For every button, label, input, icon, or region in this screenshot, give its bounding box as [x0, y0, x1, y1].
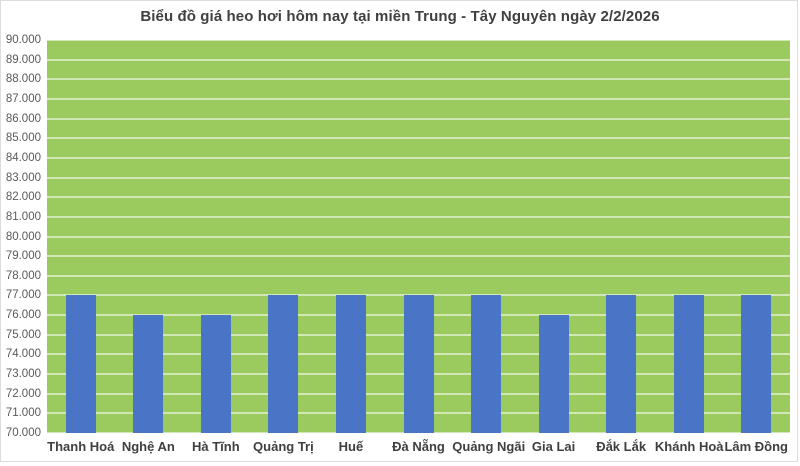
x-category-label: Đắk Lắk — [596, 439, 647, 454]
x-category-label: Gia Lai — [531, 439, 576, 454]
y-tick-label: 85.000 — [5, 132, 41, 145]
y-tick-label: 72.000 — [5, 387, 41, 400]
bar-Hà Tĩnh — [200, 315, 231, 433]
gridline — [47, 432, 790, 434]
y-tick-label: 71.000 — [5, 407, 41, 420]
bar-Đắk Lắk — [606, 295, 637, 433]
bar-Khánh Hoà — [673, 295, 704, 433]
gridline — [47, 137, 790, 140]
y-tick-label: 79.000 — [5, 250, 41, 263]
gridline — [47, 235, 790, 238]
bar-Quảng Trị — [268, 295, 299, 433]
x-axis: Thanh Hoá Nghệ An Hà Tĩnh Quảng Trị Huế Đà Nẵ… — [47, 439, 790, 459]
gridline — [47, 215, 790, 218]
x-category-label: Lâm Đồng — [724, 439, 788, 454]
y-axis: 90.000 89.000 88.000 87.000 86.000 85.000 84.0… — [0, 34, 41, 439]
y-tick-label: 73.000 — [5, 368, 41, 381]
y-tick-label: 90.000 — [5, 34, 41, 46]
gridline — [47, 39, 790, 41]
x-category-label: Hà Tĩnh — [192, 439, 240, 454]
gridline — [47, 176, 790, 179]
x-category-label: Khánh Hoà — [654, 439, 724, 454]
gridline — [47, 294, 790, 297]
y-tick-label: 77.000 — [5, 289, 41, 302]
bar-Đà Nẵng — [403, 295, 434, 433]
y-tick-label: 75.000 — [5, 328, 41, 341]
gridline — [47, 255, 790, 258]
y-tick-label: 89.000 — [5, 53, 41, 66]
bar-Quảng Ngãi — [471, 295, 502, 433]
bar-Nghệ An — [133, 315, 164, 433]
gridline — [47, 196, 790, 199]
y-tick-label: 87.000 — [5, 92, 41, 105]
x-category-label: Quảng Trị — [253, 439, 314, 454]
gridline — [47, 58, 790, 61]
y-tick-label: 70.000 — [5, 427, 41, 439]
gridline — [47, 78, 790, 81]
gridline — [47, 274, 790, 277]
y-tick-label: 84.000 — [5, 151, 41, 164]
y-tick-label: 78.000 — [5, 269, 41, 282]
y-tick-label: 82.000 — [5, 191, 41, 204]
x-category-label: Đà Nẵng — [392, 439, 445, 454]
bar-Huế — [335, 295, 366, 433]
gridline — [47, 97, 790, 100]
x-category-label: Huế — [338, 439, 364, 454]
bar-Thanh Hoá — [65, 295, 96, 433]
y-tick-label: 74.000 — [5, 348, 41, 361]
y-tick-label: 88.000 — [5, 73, 41, 86]
gridline — [47, 156, 790, 159]
gridline — [47, 117, 790, 120]
y-tick-label: 81.000 — [5, 210, 41, 223]
bar-Gia Lai — [538, 315, 569, 433]
bar-Lâm Đồng — [741, 295, 772, 433]
plot-area — [47, 39, 790, 434]
x-category-label: Quảng Ngãi — [452, 439, 526, 454]
y-tick-label: 76.000 — [5, 309, 41, 322]
chart-title: Biểu đồ giá heo hơi hôm nay tại miền Tru… — [140, 8, 660, 25]
x-category-label: Thanh Hoá — [47, 439, 115, 454]
y-tick-label: 86.000 — [5, 112, 41, 125]
x-category-label: Nghệ An — [121, 439, 175, 454]
y-tick-label: 83.000 — [5, 171, 41, 184]
y-tick-label: 80.000 — [5, 230, 41, 243]
